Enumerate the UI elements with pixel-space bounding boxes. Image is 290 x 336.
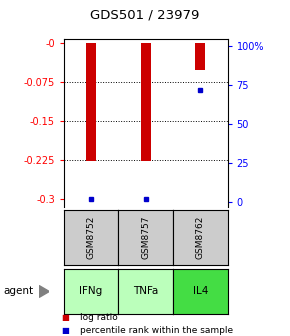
Text: IFNg: IFNg: [79, 287, 103, 296]
Text: ■: ■: [61, 327, 69, 335]
Text: ■: ■: [61, 313, 69, 322]
Text: IL4: IL4: [193, 287, 208, 296]
Text: GSM8757: GSM8757: [141, 216, 150, 259]
Text: percentile rank within the sample: percentile rank within the sample: [80, 327, 233, 335]
Text: GDS501 / 23979: GDS501 / 23979: [90, 8, 200, 22]
Polygon shape: [39, 286, 49, 297]
Text: GSM8762: GSM8762: [196, 216, 205, 259]
Bar: [195, 43, 205, 70]
Bar: [141, 43, 151, 161]
Text: agent: agent: [3, 287, 33, 296]
Text: TNFa: TNFa: [133, 287, 158, 296]
Text: log ratio: log ratio: [80, 313, 117, 322]
Text: GSM8752: GSM8752: [87, 216, 96, 259]
Bar: [86, 43, 96, 161]
